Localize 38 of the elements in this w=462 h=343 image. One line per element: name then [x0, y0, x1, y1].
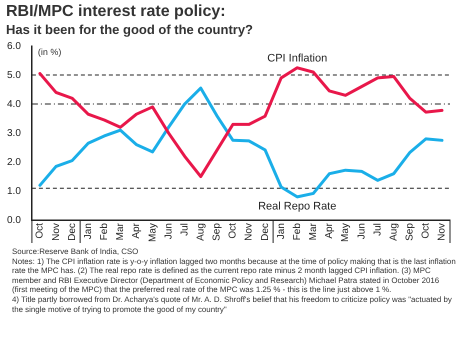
y-tick-label: 6.0 [6, 40, 22, 52]
chart-title: RBI/MPC interest rate policy: [6, 3, 227, 21]
x-tick-label: Sep [212, 222, 223, 241]
x-tick-label: Sep [404, 222, 416, 241]
x-tick-label: Apr [324, 222, 336, 239]
x-tick-label: Oct [34, 222, 46, 239]
y-tick-label: 1.0 [6, 186, 22, 197]
chart-subtitle: Has it been for the good of the country? [6, 22, 254, 37]
x-tick-label: Oct [420, 222, 432, 239]
y-tick-label: 5.0 [6, 70, 22, 81]
x-tick-label: Mar [115, 222, 126, 240]
x-tick-label: Dec [260, 223, 271, 241]
x-tick-label: Jul [179, 223, 190, 236]
x-tick-label: Jun [356, 223, 368, 240]
y-axis-title: (in %) [38, 46, 62, 57]
series-label: Real Repo Rate [258, 200, 336, 212]
x-tick-label: Mar [308, 222, 320, 240]
x-tick-label: May [340, 223, 352, 242]
x-tick-label: Jun [163, 223, 174, 240]
x-tick-label: Jan [82, 223, 94, 240]
x-tick-label: Aug [196, 223, 206, 241]
x-tick-label: Oct [228, 222, 239, 239]
x-tick-label: Dec [66, 223, 78, 241]
x-tick-label: Aug [388, 223, 400, 241]
y-tick-label: 2.0 [6, 156, 22, 168]
x-tick-label: Nov [436, 223, 448, 241]
x-tick-label: Jan [276, 223, 287, 240]
x-tick-label: Nov [244, 223, 255, 241]
x-tick-label: Feb [99, 222, 110, 240]
series-label: CPI Inflation [267, 52, 328, 64]
y-tick-label: 4.0 [6, 98, 22, 110]
y-tick-label: 3.0 [6, 128, 22, 139]
x-tick-label: Jul [372, 223, 384, 236]
x-tick-label: May [147, 223, 158, 242]
x-tick-label: Feb [292, 222, 303, 240]
y-tick-label: 0.0 [6, 214, 22, 226]
x-tick-label: Nov [50, 223, 62, 241]
x-tick-label: Apr [131, 222, 142, 239]
